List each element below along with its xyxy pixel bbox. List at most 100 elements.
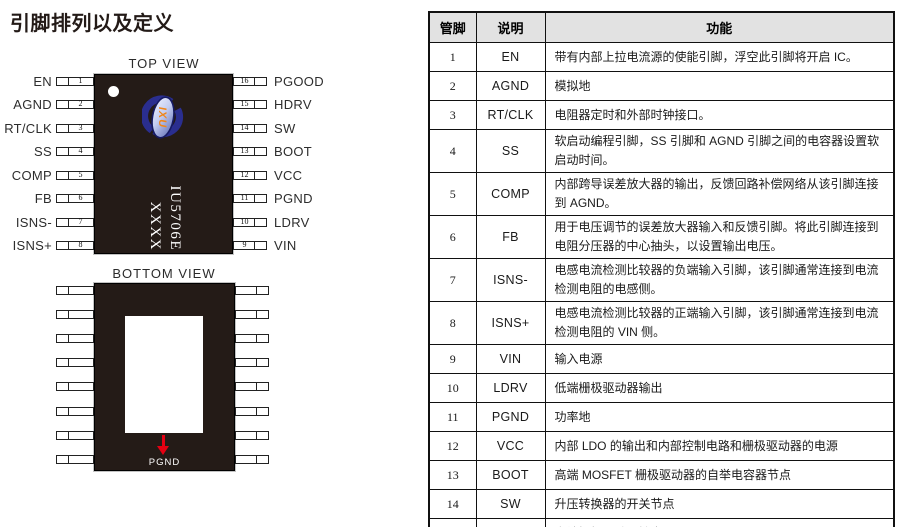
pin-row: COMP 5	[0, 168, 100, 183]
pin-number: 16	[238, 76, 251, 86]
pin-label: PGND	[274, 191, 313, 206]
pin-lead	[235, 455, 269, 464]
header-function: 功能	[544, 11, 895, 43]
chip-marking-line2: XXXX	[147, 201, 163, 251]
pin-lead	[235, 334, 269, 343]
chip-marking-line1: IU5706E	[167, 185, 183, 252]
pin-lead-divider	[256, 432, 257, 439]
name-cell: VIN	[475, 344, 546, 374]
table-row: 3 RT/CLK 电阻器定时和外部时钟接口。	[428, 100, 895, 130]
function-cell: 电感电流检测比较器的负端输入引脚，该引脚通常连接到电流检测电阻的电感侧。	[544, 258, 895, 302]
pin-lead-divider	[256, 335, 257, 342]
pin-row: PGND 11	[233, 191, 373, 206]
name-cell: RT/CLK	[475, 100, 546, 130]
pin-lead-divider	[68, 408, 69, 415]
pin-lead: 6	[56, 193, 94, 203]
pin-row	[0, 357, 100, 369]
pin-lead	[235, 310, 269, 319]
pin-lead-divider	[256, 456, 257, 463]
table-row: 15HDRV高端栅极驱动器输出	[428, 518, 895, 527]
pin-cell: 6	[428, 215, 477, 259]
pin-lead	[56, 407, 94, 416]
pin-lead: 5	[56, 170, 94, 180]
pin-label: VIN	[274, 238, 297, 253]
pin-number: 12	[238, 170, 251, 180]
pin-label: RT/CLK	[4, 121, 52, 136]
pad-label: PGND	[148, 457, 181, 468]
function-cell: 升压转换器的开关节点	[544, 489, 895, 519]
pin-row: VCC 12	[233, 168, 373, 183]
pin-cell: 8	[428, 301, 477, 345]
pin-lead-divider	[254, 78, 255, 85]
table-row: 9 VIN 输入电源	[428, 344, 895, 374]
ixu-logo-icon: IXU	[142, 95, 184, 139]
pin-lead-divider	[68, 456, 69, 463]
pin-row	[235, 381, 375, 393]
page-title: 引脚排列以及定义	[10, 13, 174, 35]
pin-label: FB	[34, 191, 52, 206]
name-cell: ISNS+	[475, 301, 546, 345]
pin-row: ISNS- 7	[0, 215, 100, 230]
pin-lead	[235, 358, 269, 367]
pin-lead	[235, 431, 269, 440]
pin-lead-divider	[68, 359, 69, 366]
function-cell: 高端 MOSFET 栅极驱动器的自举电容器节点	[544, 460, 895, 490]
pin-row	[235, 309, 375, 321]
function-cell: 内部 LDO 的输出和内部控制电路和栅极驱动器的电源	[544, 431, 895, 461]
pin-lead	[56, 286, 94, 295]
pin-row	[235, 430, 375, 442]
name-cell: BOOT	[475, 460, 546, 490]
down-arrow-head-icon	[157, 446, 169, 455]
name-cell: AGND	[475, 71, 546, 101]
name-cell: PGND	[475, 402, 546, 432]
pin-lead: 1	[56, 76, 94, 86]
pin-lead: 12	[233, 170, 267, 180]
pin-lead	[235, 286, 269, 295]
pin-lead: 7	[56, 217, 94, 227]
pin-lead: 3	[56, 123, 94, 133]
pin-lead	[56, 382, 94, 391]
pin-lead-divider	[254, 101, 255, 108]
pin-label: AGND	[13, 97, 52, 112]
pin-label: BOOT	[274, 144, 313, 159]
name-cell: COMP	[475, 172, 546, 216]
pin-lead-divider	[68, 172, 69, 179]
table-row: 5 COMP 内部跨导误差放大器的输出，反馈回路补偿网络从该引脚连接到 AGND。	[428, 172, 895, 216]
pin-cell: 3	[428, 100, 477, 130]
pin-label: SW	[274, 121, 296, 136]
pin-row: AGND 2	[0, 97, 100, 112]
pin-label: LDRV	[274, 215, 310, 230]
pin-number: 1	[76, 76, 85, 86]
pin-row: FB 6	[0, 191, 100, 206]
pin-label: EN	[33, 74, 52, 89]
pin-row	[0, 285, 100, 297]
logo-text: IXU	[156, 107, 168, 128]
function-cell: 电感电流检测比较器的正端输入引脚，该引脚通常连接到电流检测电阻的 VIN 侧。	[544, 301, 895, 345]
table-row: 14 SW 升压转换器的开关节点	[428, 489, 895, 519]
pin-lead: 15	[233, 99, 267, 109]
pin-lead-divider	[68, 383, 69, 390]
table-row: 6 FB 用于电压调节的误差放大器输入和反馈引脚。将此引脚连接到电阻分压器的中心抽头…	[428, 215, 895, 259]
function-cell: 输入电源	[544, 344, 895, 374]
pin-lead-divider	[256, 311, 257, 318]
pin-lead-divider	[256, 383, 257, 390]
pin-lead: 14	[233, 123, 267, 133]
pin-number: 8	[76, 240, 85, 250]
pin-lead-divider	[68, 78, 69, 85]
table-row: 1 EN 带有内部上拉电流源的使能引脚，浮空此引脚将开启 IC。	[428, 42, 895, 72]
pin-lead-divider	[68, 311, 69, 318]
pin-cell: 2	[428, 71, 477, 101]
function-cell: 软启动编程引脚，SS 引脚和 AGND 引脚之间的电容器设置软启动时间。	[544, 129, 895, 173]
pin-lead-divider	[68, 219, 69, 226]
pin-label: ISNS+	[12, 238, 52, 253]
pin-label: VCC	[274, 168, 303, 183]
pin-lead	[56, 334, 94, 343]
pin-cell: 4	[428, 129, 477, 173]
table-header-row: 管脚 说明 功能	[428, 11, 895, 43]
pin-row	[0, 406, 100, 418]
name-cell: VCC	[475, 431, 546, 461]
top-view-label: TOP VIEW	[128, 56, 200, 71]
name-cell: LDRV	[475, 373, 546, 403]
exposed-pad	[125, 316, 203, 433]
pin-cell: 10	[428, 373, 477, 403]
